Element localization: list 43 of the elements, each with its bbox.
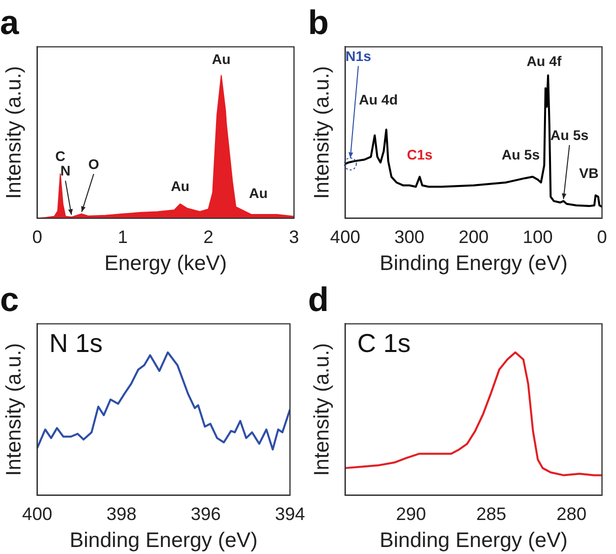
- chart-title: d: [308, 280, 329, 319]
- x-tick-label: 1: [118, 226, 128, 247]
- x-tick-label: 100: [522, 226, 553, 247]
- annotation: C1s: [406, 146, 433, 163]
- annotation: Au 4f: [526, 53, 562, 70]
- y-axis-title: Intensity (a.u.): [310, 66, 334, 200]
- x-tick-label: 400: [330, 226, 360, 247]
- y-axis-title: Intensity (a.u.): [310, 342, 334, 476]
- annotation: N: [60, 162, 71, 179]
- annotation: N 1s: [49, 328, 103, 358]
- x-axis-title: Energy (keV): [104, 252, 227, 276]
- x-tick-label: 290: [396, 504, 426, 524]
- x-axis-title: Binding Energy (eV): [70, 529, 258, 552]
- annotation: Au 5s: [502, 146, 540, 163]
- x-tick-label: 280: [556, 504, 587, 524]
- x-tick-label: 0: [32, 226, 42, 247]
- x-tick-label: 398: [106, 504, 136, 524]
- x-axis-title: Binding Energy (eV): [380, 529, 568, 552]
- annotation: Au 4d: [358, 92, 398, 108]
- annotation: VB: [579, 165, 599, 182]
- x-tick-label: 0: [596, 226, 608, 247]
- annotation: C 1s: [357, 328, 411, 358]
- annotation: Au 5s: [550, 126, 589, 143]
- annotation: Au: [249, 184, 268, 201]
- annotation: Au: [212, 51, 231, 68]
- x-tick-label: 285: [476, 504, 506, 524]
- x-tick-label: 3: [288, 226, 300, 247]
- annotation: O: [88, 156, 100, 172]
- x-tick-label: 394: [274, 504, 306, 524]
- x-tick-label: 2: [203, 226, 214, 247]
- annotation: N1s: [345, 48, 372, 64]
- y-axis-title: Intensity (a.u.): [2, 342, 26, 476]
- chart-title: b: [308, 4, 329, 42]
- annotation: Au: [170, 178, 190, 194]
- x-tick-label: 300: [394, 226, 424, 247]
- x-tick-label: 396: [190, 504, 221, 524]
- x-tick-label: 200: [458, 226, 489, 247]
- x-axis-title: Binding Energy (eV): [380, 252, 568, 276]
- y-axis-title: Intensity (a.u.): [2, 66, 26, 200]
- chart-title: c: [0, 280, 19, 319]
- x-tick-label: 400: [22, 504, 52, 524]
- annotation: C: [55, 148, 66, 164]
- chart-title: a: [0, 4, 20, 42]
